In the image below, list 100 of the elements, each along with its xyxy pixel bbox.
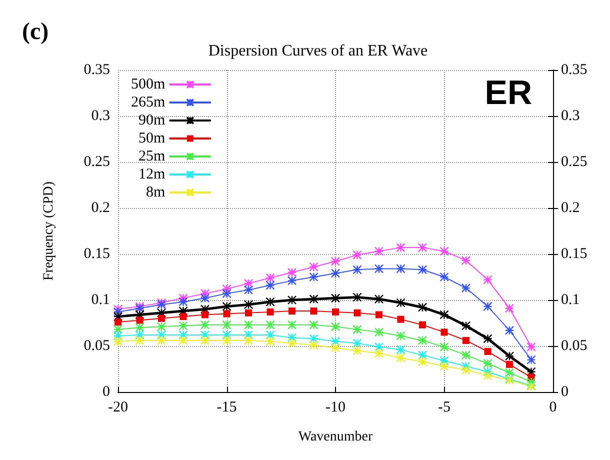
point bbox=[418, 265, 428, 274]
y-tick-label: 0.2 bbox=[91, 200, 110, 216]
point bbox=[352, 292, 362, 302]
point bbox=[135, 330, 144, 340]
point bbox=[178, 321, 188, 330]
point bbox=[156, 336, 166, 346]
point bbox=[461, 321, 471, 330]
point bbox=[483, 358, 492, 368]
legend-label: 265m bbox=[130, 94, 166, 110]
point bbox=[200, 288, 210, 298]
point bbox=[266, 273, 275, 283]
point bbox=[396, 353, 406, 363]
y-tick-label: 0 bbox=[102, 384, 110, 400]
point bbox=[266, 280, 275, 290]
point bbox=[156, 330, 166, 340]
point bbox=[178, 330, 188, 340]
y-tick-label: 0.05 bbox=[84, 338, 110, 354]
point bbox=[396, 331, 406, 340]
point bbox=[330, 322, 340, 332]
point bbox=[113, 331, 123, 340]
y-tick-label: 0.1 bbox=[91, 292, 110, 308]
point bbox=[136, 316, 144, 324]
point bbox=[352, 250, 362, 260]
x-tick-label: -15 bbox=[216, 400, 237, 416]
point bbox=[374, 264, 384, 274]
y2-tick-label: 0.2 bbox=[561, 200, 580, 216]
point bbox=[354, 309, 361, 316]
point bbox=[396, 264, 406, 274]
point bbox=[330, 256, 340, 266]
point bbox=[352, 265, 362, 274]
point bbox=[504, 304, 514, 313]
point bbox=[156, 322, 166, 332]
chart-title: Dispersion Curves of an ER Wave bbox=[208, 42, 428, 60]
point bbox=[330, 268, 340, 278]
point bbox=[200, 330, 210, 340]
legend-label: 8m bbox=[146, 184, 166, 200]
point bbox=[440, 342, 449, 352]
point bbox=[418, 242, 428, 252]
point bbox=[374, 246, 384, 256]
x-tick-label: 0 bbox=[549, 400, 557, 416]
point bbox=[200, 294, 210, 303]
y2-tick-label: 0.35 bbox=[561, 62, 588, 78]
x-axis-title: Wavenumber bbox=[298, 430, 373, 444]
point bbox=[309, 320, 318, 330]
point bbox=[156, 308, 166, 318]
point bbox=[135, 310, 144, 320]
point bbox=[266, 330, 275, 340]
point bbox=[222, 336, 232, 346]
point bbox=[158, 314, 165, 322]
annotation: ER bbox=[484, 74, 532, 112]
point bbox=[287, 295, 297, 305]
point bbox=[526, 342, 536, 352]
point bbox=[178, 336, 188, 346]
point bbox=[440, 272, 449, 282]
point bbox=[526, 377, 536, 386]
point bbox=[223, 310, 230, 318]
point bbox=[113, 304, 123, 314]
point bbox=[461, 256, 471, 266]
point bbox=[461, 350, 471, 360]
point bbox=[506, 360, 513, 368]
point bbox=[222, 330, 232, 340]
point bbox=[483, 302, 492, 312]
point bbox=[287, 320, 297, 330]
point bbox=[135, 323, 144, 332]
point bbox=[222, 284, 232, 294]
point bbox=[114, 318, 122, 326]
point bbox=[113, 324, 123, 334]
point bbox=[245, 309, 252, 316]
point bbox=[461, 283, 471, 293]
point bbox=[504, 352, 514, 361]
point bbox=[178, 297, 188, 306]
point bbox=[374, 342, 384, 352]
point bbox=[397, 316, 404, 323]
point bbox=[244, 285, 254, 294]
x-tick-label: -10 bbox=[326, 400, 346, 416]
point bbox=[352, 338, 362, 348]
point bbox=[113, 312, 123, 322]
point bbox=[200, 336, 210, 346]
point bbox=[526, 355, 536, 364]
point bbox=[244, 300, 254, 310]
point bbox=[374, 328, 384, 337]
point bbox=[200, 320, 210, 330]
point bbox=[309, 262, 318, 272]
y-tick-label: 0.35 bbox=[84, 62, 110, 78]
point bbox=[418, 336, 428, 346]
y2-tick-label: 0.1 bbox=[561, 292, 580, 308]
y2-tick-label: 0.15 bbox=[561, 246, 588, 262]
point bbox=[266, 308, 274, 316]
point bbox=[180, 313, 187, 320]
point bbox=[287, 333, 297, 342]
point bbox=[178, 306, 188, 316]
y2-tick-label: 0.05 bbox=[561, 338, 588, 354]
legend-label: 25m bbox=[138, 148, 166, 164]
point bbox=[396, 345, 406, 354]
point bbox=[504, 326, 514, 335]
point bbox=[310, 308, 318, 315]
point bbox=[440, 356, 449, 366]
point bbox=[396, 242, 406, 252]
legend-label: 90m bbox=[138, 112, 166, 128]
point bbox=[418, 357, 428, 366]
